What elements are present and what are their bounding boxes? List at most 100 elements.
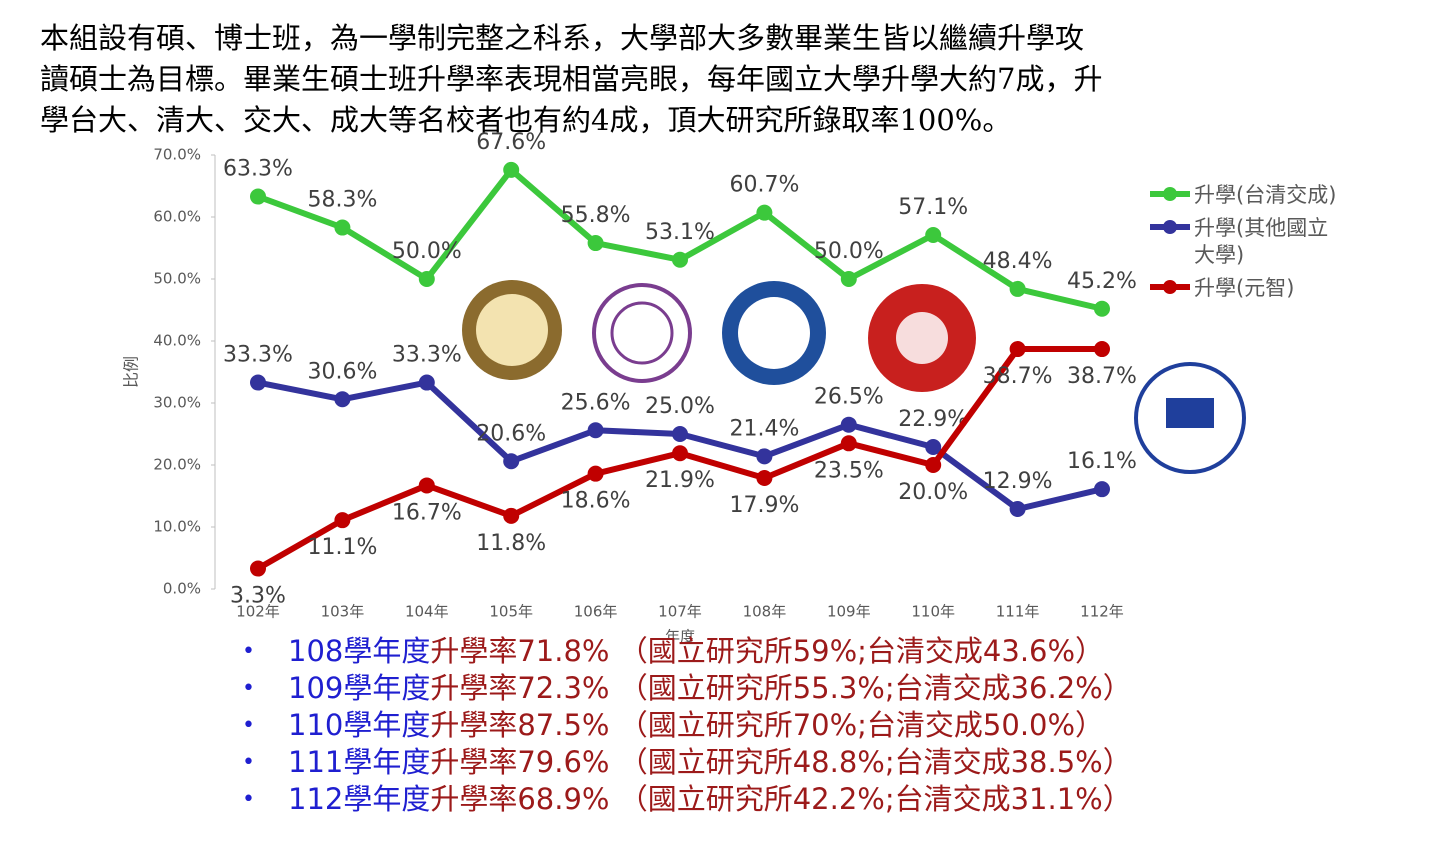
data-label: 30.6%	[307, 359, 377, 384]
data-point	[756, 470, 773, 487]
legend-swatch	[1150, 220, 1190, 234]
logo	[592, 283, 692, 383]
data-point	[1009, 280, 1026, 297]
bullet-text: 升學率72.3% （國立研究所55.3%;台清交成36.2%）	[430, 671, 1132, 705]
data-point	[503, 507, 520, 524]
x-axis-label: 年度	[665, 628, 695, 646]
data-point	[925, 457, 942, 473]
x-tick-label: 103年	[321, 603, 365, 621]
data-point	[503, 161, 520, 178]
bullet-dot: •	[242, 713, 255, 738]
bullet-text: 升學率71.8% （國立研究所59%;台清交成43.6%）	[430, 634, 1105, 668]
x-tick-label: 104年	[405, 603, 449, 621]
x-tick-label: 106年	[574, 603, 618, 621]
y-tick-label: 10.0%	[153, 518, 201, 536]
data-label: 58.3%	[307, 188, 377, 213]
logo	[476, 294, 548, 366]
data-label: 22.9%	[898, 407, 968, 432]
logo	[610, 301, 674, 365]
data-point	[334, 512, 351, 529]
data-label: 16.1%	[1067, 449, 1137, 474]
paragraph: 本組設有碩、博士班，為一學制完整之科系，大學部大多數畢業生皆以繼續升學攻 讀碩士為…	[40, 18, 1102, 141]
data-label: 63.3%	[223, 157, 293, 182]
legend-entry: 升學(台清交成)	[1148, 182, 1348, 209]
data-label: 20.0%	[898, 480, 968, 505]
data-point	[250, 374, 266, 391]
data-label: 50.0%	[814, 239, 884, 264]
y-tick-label: 0.0%	[163, 580, 201, 598]
legend-label: 升學(其他國立大學)	[1194, 216, 1329, 267]
bullet-text: 升學率87.5% （國立研究所70%;台清交成50.0%）	[430, 708, 1105, 742]
data-point	[334, 391, 351, 408]
data-point	[672, 426, 688, 442]
legend-label: 升學(台清交成)	[1194, 183, 1337, 207]
data-point	[756, 448, 773, 465]
bullet-dot: •	[242, 639, 255, 664]
x-tick-label: 107年	[658, 603, 702, 621]
bullet-text: 升學率79.6% （國立研究所48.8%;台清交成38.5%）	[430, 745, 1132, 779]
x-tick-label: 108年	[743, 603, 787, 621]
logo	[1166, 398, 1214, 428]
paragraph-text: 讀碩士為目標。畢業生碩士班升學率表現相當亮眼，每年國立大學升學大約7成，升	[40, 62, 1103, 96]
legend: 升學(台清交成) 升學(其他國立大學) 升學(元智)	[1148, 182, 1348, 308]
data-point	[250, 188, 266, 205]
legend-entry: 升學(其他國立大學)	[1148, 215, 1348, 269]
y-tick-label: 40.0%	[153, 332, 201, 350]
bullet-year: 108學年度	[288, 634, 431, 668]
paragraph-line: 本組設有碩、博士班，為一學制完整之科系，大學部大多數畢業生皆以繼續升學攻	[40, 18, 1102, 59]
data-label: 50.0%	[392, 239, 462, 264]
bullet-year: 109學年度	[288, 671, 431, 705]
data-point	[840, 435, 857, 452]
bullet-year: 110學年度	[288, 708, 431, 742]
bullet-text: 升學率68.9% （國立研究所42.2%;台清交成31.1%）	[430, 782, 1132, 816]
y-tick-label: 70.0%	[153, 146, 201, 164]
data-label: 20.6%	[476, 421, 546, 446]
data-label: 3.3%	[230, 584, 286, 609]
data-label: 21.9%	[645, 468, 715, 493]
data-point	[925, 226, 942, 243]
data-label: 55.8%	[561, 203, 631, 228]
data-label: 23.5%	[814, 458, 884, 483]
y-axis-label: 比例	[122, 356, 141, 388]
data-label: 33.3%	[223, 343, 293, 368]
data-label: 67.6%	[476, 130, 546, 155]
x-tick-label: 102年	[236, 603, 280, 621]
bullet-item: • 111學年度升學率79.6% （國立研究所48.8%;台清交成38.5%）	[238, 744, 1132, 781]
legend-marker	[1163, 220, 1177, 234]
x-tick-label: 105年	[489, 603, 533, 621]
data-label: 33.3%	[392, 343, 462, 368]
legend-swatch	[1150, 187, 1190, 201]
x-tick-label: 109年	[827, 603, 871, 621]
paragraph-line: 學台大、清大、交大、成大等名校者也有約4成，頂大研究所錄取率100%。	[40, 100, 1102, 141]
data-point	[418, 477, 435, 494]
data-point	[925, 439, 942, 456]
data-point	[587, 465, 604, 482]
x-tick-label: 112年	[1080, 603, 1124, 621]
legend-swatch	[1150, 280, 1190, 294]
data-point	[587, 235, 604, 252]
data-point	[503, 453, 520, 470]
data-label: 25.6%	[561, 390, 631, 415]
data-point	[418, 271, 435, 287]
bullet-item: • 112學年度升學率68.9% （國立研究所42.2%;台清交成31.1%）	[238, 781, 1132, 818]
data-point	[250, 560, 266, 577]
bullet-dot: •	[242, 750, 255, 775]
bullet-item: • 108學年度升學率71.8% （國立研究所59%;台清交成43.6%）	[238, 633, 1132, 670]
data-label: 38.7%	[983, 364, 1053, 389]
data-label: 57.1%	[898, 195, 968, 220]
legend-marker	[1163, 187, 1177, 201]
legend-entry: 升學(元智)	[1148, 275, 1348, 302]
bullet-year: 111學年度	[288, 745, 431, 779]
x-tick-label: 110年	[911, 603, 955, 621]
data-point	[1009, 341, 1026, 358]
data-point	[840, 271, 857, 287]
data-label: 16.7%	[392, 500, 462, 525]
data-point	[334, 219, 351, 236]
data-label: 18.6%	[561, 489, 631, 514]
x-tick-label: 111年	[996, 603, 1040, 621]
data-label: 38.7%	[1067, 364, 1137, 389]
legend-label: 升學(元智)	[1194, 276, 1295, 300]
data-point	[672, 251, 688, 268]
data-point	[840, 416, 857, 433]
